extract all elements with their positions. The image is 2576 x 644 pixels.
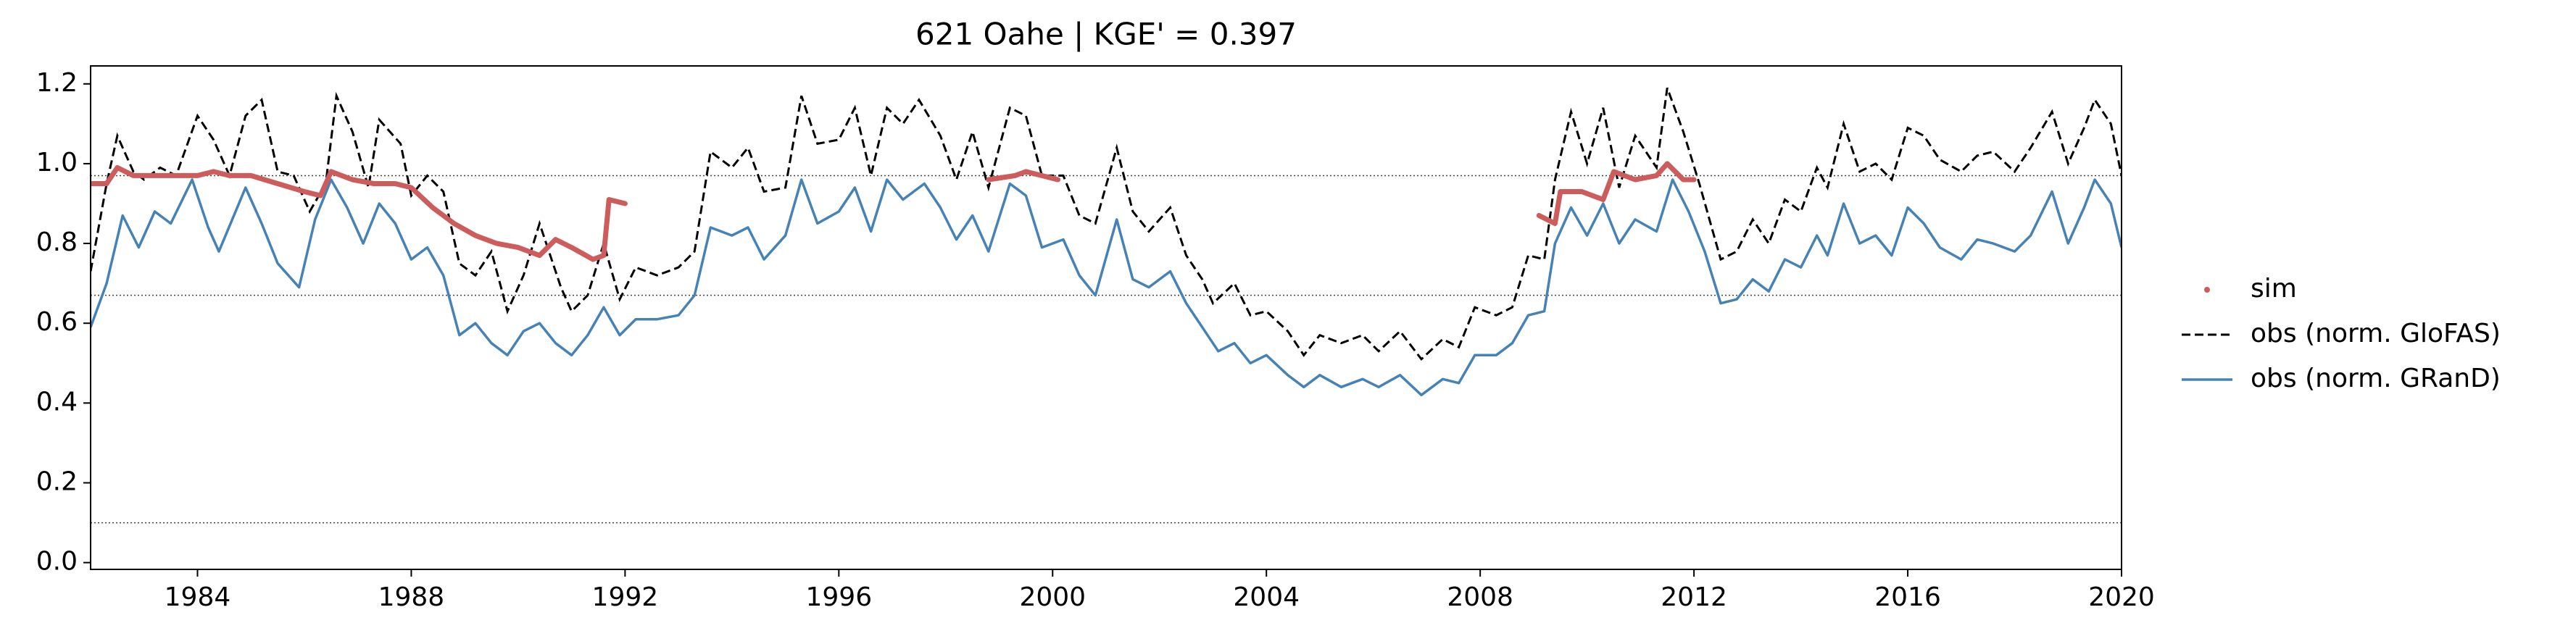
legend-label: obs (norm. GRanD) xyxy=(2251,364,2501,393)
series-line xyxy=(91,178,2122,397)
y-tick-label: 1.2 xyxy=(36,68,78,98)
x-tick-label: 1988 xyxy=(378,582,445,612)
legend-label: sim xyxy=(2251,274,2297,304)
y-tick-label: 1.0 xyxy=(36,148,78,177)
y-tick-label: 0.0 xyxy=(36,547,78,577)
x-tick-label: 2012 xyxy=(1661,582,1727,612)
x-tick-label: 2000 xyxy=(1019,582,1086,612)
y-tick-label: 0.4 xyxy=(36,387,78,417)
y-tick-label: 0.8 xyxy=(36,227,78,257)
y-tick-label: 0.6 xyxy=(36,307,78,337)
plot-frame xyxy=(90,65,2122,570)
legend-marker xyxy=(2204,287,2210,293)
x-tick-label: 1996 xyxy=(806,582,873,612)
chart-title: 621 Oahe | KGE' = 0.397 xyxy=(915,17,1297,52)
y-tick-label: 0.2 xyxy=(36,467,78,496)
legend-label: obs (norm. GloFAS) xyxy=(2251,319,2501,348)
series-line xyxy=(91,161,1697,262)
series-line xyxy=(91,87,2122,361)
x-tick-label: 2020 xyxy=(2088,582,2155,612)
x-tick-label: 2008 xyxy=(1447,582,1513,612)
x-tick-label: 1992 xyxy=(592,582,659,612)
x-tick-label: 1984 xyxy=(165,582,231,612)
x-tick-label: 2004 xyxy=(1233,582,1300,612)
x-tick-label: 2016 xyxy=(1874,582,1941,612)
